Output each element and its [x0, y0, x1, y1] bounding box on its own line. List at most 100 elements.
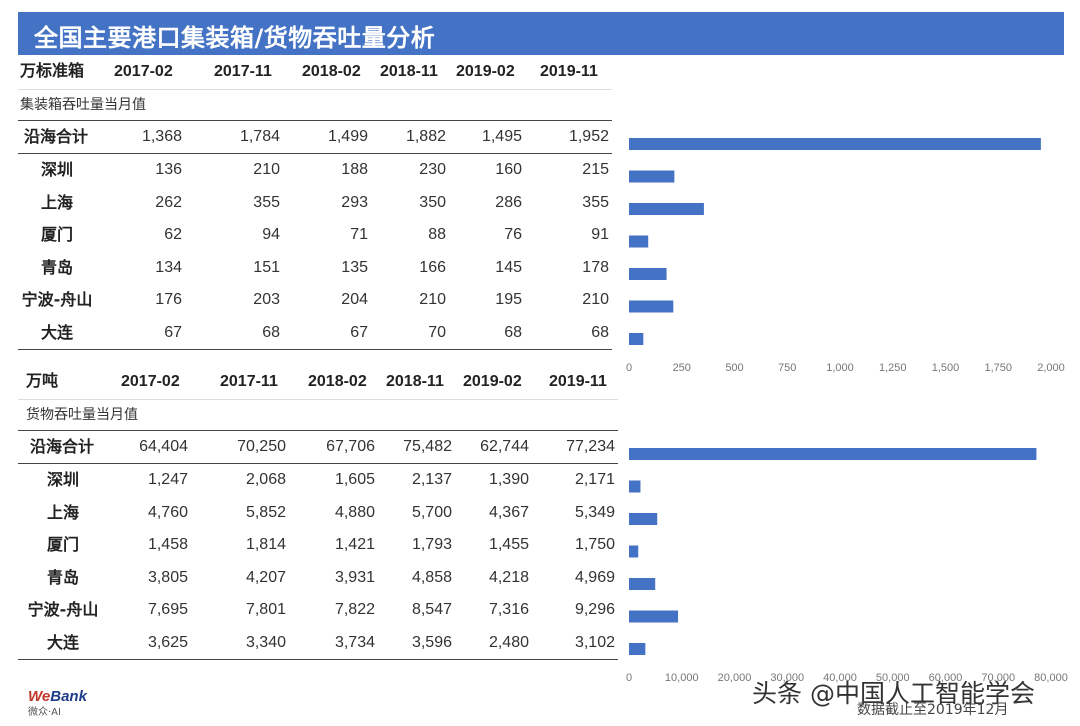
- table-row: 上海 262 355 293 350 286 355: [18, 187, 612, 220]
- x-tick-label: 50,000: [876, 672, 910, 684]
- x-tick-label: 60,000: [929, 672, 963, 684]
- table-cell: 1,784: [239, 127, 280, 145]
- row-label: 厦门: [46, 535, 79, 554]
- page-title: 全国主要港口集装箱/货物吞吐量分析: [34, 24, 436, 52]
- table-cell: 70,250: [237, 437, 286, 455]
- table-cell: 8,547: [411, 601, 452, 618]
- table-cell: 1,882: [405, 127, 446, 145]
- table-cell: 355: [582, 193, 609, 211]
- x-tick-label: 1,750: [984, 362, 1012, 374]
- table-cell: 7,822: [334, 601, 375, 618]
- logo-we: We: [28, 688, 51, 705]
- table-cell: 67,706: [326, 437, 375, 455]
- x-tick-label: 0: [626, 672, 632, 684]
- table-row: 宁波-舟山 7,695 7,801 7,822 8,547 7,316 9,296: [18, 594, 618, 627]
- table-cell: 67: [164, 323, 182, 341]
- table-cell: 350: [419, 193, 446, 211]
- column-header: 2019-02: [463, 373, 522, 390]
- column-header: 2017-02: [114, 63, 173, 80]
- table-cell: 203: [253, 291, 280, 308]
- bar: [629, 268, 667, 280]
- table-row: 大连 3,625 3,340 3,734 3,596 2,480 3,102: [18, 627, 618, 660]
- logo-wordmark: WeBank: [28, 688, 87, 705]
- table-row: 沿海合计 1,368 1,784 1,499 1,882 1,495 1,952: [18, 121, 612, 154]
- row-label: 青岛: [46, 567, 79, 587]
- table-cell: 3,734: [334, 633, 375, 651]
- table-cell: 4,969: [574, 568, 615, 586]
- table-cell: 91: [591, 226, 609, 243]
- column-header: 2017-02: [121, 373, 180, 390]
- table-cell: 1,495: [481, 127, 522, 145]
- table-cell: 2,480: [488, 633, 529, 651]
- table-cell: 62: [164, 226, 182, 243]
- x-tick-label: 80,000: [1034, 672, 1068, 684]
- table-cell: 204: [341, 291, 368, 308]
- unit-label: 万标准箱: [20, 63, 85, 80]
- table-cell: 88: [428, 226, 446, 243]
- table-cell: 210: [582, 291, 609, 308]
- table-cell: 1,458: [147, 536, 188, 553]
- table-cell: 176: [155, 291, 182, 308]
- table-caption-row: 集装箱吞吐量当月值: [18, 90, 612, 120]
- logo-bank: Bank: [50, 688, 87, 705]
- bar: [629, 203, 704, 215]
- table-row: 厦门 1,458 1,814 1,421 1,793 1,455 1,750: [18, 529, 618, 562]
- cargo-table: 万吨 2017-02 2017-11 2018-02 2018-11 2019-…: [18, 366, 618, 660]
- table-cell: 5,349: [574, 503, 615, 521]
- table-row: 沿海合计 64,404 70,250 67,706 75,482 62,744 77,234: [18, 431, 618, 464]
- table-cell: 4,858: [411, 568, 452, 586]
- bar: [629, 643, 646, 655]
- table-cell: 2,068: [245, 471, 286, 488]
- table-cell: 1,750: [574, 536, 615, 553]
- table-cell: 3,625: [147, 633, 188, 651]
- table-row: 大连 67 68 67 70 68 68: [18, 317, 612, 350]
- table-header-row: 万标准箱 2017-02 2017-11 2018-02 2018-11 201…: [18, 56, 612, 90]
- table-caption: 集装箱吞吐量当月值: [20, 96, 146, 113]
- row-label: 宁波-舟山: [21, 290, 93, 309]
- x-tick-label: 20,000: [718, 672, 752, 684]
- table-cell: 67: [350, 323, 368, 341]
- table-cell: 215: [582, 161, 609, 178]
- row-label: 深圳: [46, 470, 79, 489]
- bar: [629, 448, 1037, 460]
- table-cell: 68: [262, 323, 280, 341]
- table-cell: 1,499: [327, 127, 368, 145]
- x-tick-label: 500: [725, 362, 743, 374]
- table-cell: 4,880: [334, 503, 375, 521]
- bar: [629, 170, 675, 183]
- column-header: 2018-11: [386, 373, 444, 390]
- table-cell: 4,207: [245, 568, 286, 586]
- table-cell: 5,700: [411, 503, 452, 521]
- column-header: 2018-11: [380, 63, 438, 80]
- row-label: 深圳: [40, 160, 73, 179]
- table-cell: 7,695: [147, 601, 188, 618]
- row-label: 大连: [46, 632, 79, 652]
- table-cell: 2,171: [574, 471, 615, 488]
- row-label: 沿海合计: [24, 126, 89, 146]
- table-cell: 262: [155, 193, 182, 211]
- table-cell: 210: [419, 291, 446, 308]
- table-cell: 64,404: [139, 437, 188, 455]
- table-cell: 1,605: [334, 471, 375, 488]
- column-header: 2017-11: [214, 63, 272, 80]
- column-header: 2019-11: [549, 373, 607, 390]
- table-row: 厦门 62 94 71 88 76 91: [18, 219, 612, 252]
- table-cell: 5,852: [245, 503, 286, 521]
- table-cell: 68: [591, 323, 609, 341]
- table-cell: 94: [262, 226, 280, 243]
- table-cell: 136: [155, 161, 182, 178]
- table-cell: 68: [504, 323, 522, 341]
- table-cell: 293: [341, 193, 368, 211]
- table-cell: 286: [495, 193, 522, 211]
- row-label: 上海: [46, 502, 79, 522]
- table-row: 深圳 1,247 2,068 1,605 2,137 1,390 2,171: [18, 464, 618, 497]
- row-label: 厦门: [40, 225, 73, 244]
- table-cell: 1,455: [488, 536, 529, 553]
- watermark: 头条 @中国人工智能学会: [752, 679, 1035, 708]
- row-label: 沿海合计: [30, 436, 95, 456]
- table-cell: 188: [341, 161, 368, 178]
- table-cell: 70: [428, 323, 446, 341]
- bar: [629, 138, 1041, 150]
- bar: [629, 578, 656, 590]
- table-cell: 230: [419, 161, 446, 178]
